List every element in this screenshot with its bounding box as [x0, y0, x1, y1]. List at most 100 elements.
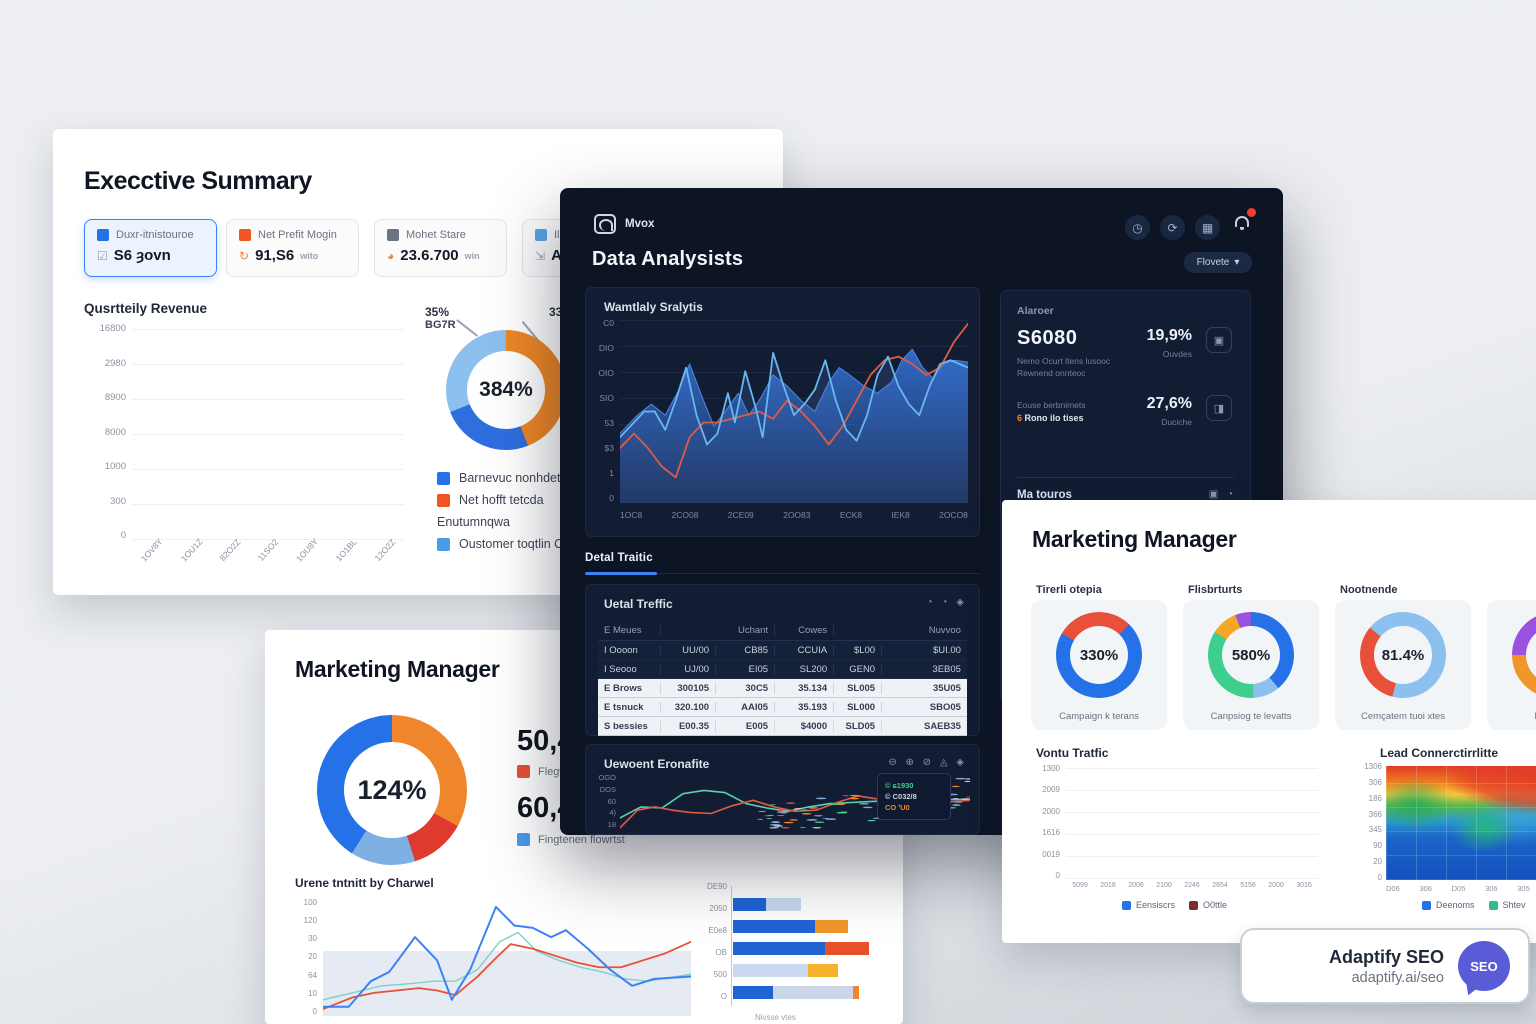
axis-label: DE90 [706, 882, 727, 891]
axis-label: 0 [609, 493, 614, 503]
heatmap-legend: Deenoms Shtev [1422, 900, 1526, 910]
legend-item: O0ttle [1189, 900, 1227, 910]
donut-value: 580% [1222, 626, 1280, 684]
pie-icon: ◕ [387, 248, 395, 263]
axis-label: 4) [609, 808, 616, 818]
marketing-manager-panel-right: Marketing Manager Tirerli otepia 330% Camp… [1002, 500, 1536, 943]
axis-label: 1OC8 [620, 510, 643, 520]
notification-dot [1245, 206, 1258, 219]
axis-label: 2980 [104, 357, 126, 369]
traffic-table-row[interactable]: E tsnuck 320.100 AAI05 35.193 SL000 SBO05 [598, 698, 967, 717]
revenue-x-axis: 1OV8Y 1OU1Z 82O2Z 11SO2 1OU8Y 1O1BL 12O2Z [132, 536, 404, 563]
axis-label: 2654 [1212, 882, 1228, 889]
legend-swatch [517, 765, 530, 778]
mini-chart-y-axis: OGO DOS 60 4) 18 [592, 773, 616, 829]
axis-label: 5099 [1072, 882, 1088, 889]
stats-pct1: 19,9% [1146, 327, 1192, 344]
kpi-card-profit[interactable]: Net Prefit Mogin ↻ 91,S6 wito [226, 219, 359, 277]
donut-chart: ≋ [1512, 612, 1536, 698]
donut-card[interactable]: 81.4% Cemçatem tuoi xtes [1335, 600, 1471, 730]
legend-item: © C032/8 [885, 792, 917, 801]
mini-toolbar-icons[interactable]: ⊖ ⊕ ⊘ ◬ ◈ [888, 757, 967, 768]
stat-icon[interactable]: ◨ [1206, 395, 1232, 421]
hbar-row [733, 986, 859, 999]
axis-label: 0 [1377, 872, 1382, 882]
stat-icon[interactable]: ▣ [1206, 327, 1232, 353]
visit-traffic-title: Vontu Tratfic [1036, 746, 1109, 760]
notifications-bell-icon[interactable] [1232, 206, 1258, 234]
sources-title: Ma touros [1017, 489, 1072, 501]
sync-icon[interactable]: ⟳ [1160, 215, 1185, 240]
donut-chart: 580% [1208, 612, 1294, 698]
mini-chart-title: Uewoent Eronafite [604, 757, 710, 771]
axis-label: 16800 [99, 323, 126, 334]
dashboard-title: Data Analysists [592, 248, 744, 270]
axis-label: 2100 [1156, 882, 1172, 889]
axis-label: 500 [713, 970, 727, 979]
traffic-table-row[interactable]: E Brows 300105 30C5 35.134 SL005 35U05 [598, 679, 967, 698]
legend-item: Oustomer toqtlin Cast [437, 537, 767, 551]
visit-traffic-legend: Eensiscrs O0ttle [1122, 900, 1227, 910]
axis-label: 20 [1373, 857, 1382, 867]
grid-icon[interactable]: ▦ [1195, 215, 1220, 240]
axis-label: 2246 [1184, 882, 1200, 889]
donut-chart: 81.4% [1360, 612, 1446, 698]
sources-icons[interactable]: ▣ ◔ [1208, 489, 1236, 500]
axis-label: O [720, 992, 727, 1001]
axis-label: 306 [1419, 884, 1432, 893]
donut-card[interactable]: 580% Canpsiog te levatts [1183, 600, 1319, 730]
traffic-table-row[interactable]: S bessies E00.35 E005 $4000 SLD05 SAEB35 [598, 717, 967, 736]
axis-label: 305 [1517, 884, 1530, 893]
heatmap-x-axis: D06306D05306305306 [1386, 884, 1536, 893]
axis-label: 1 [609, 468, 614, 478]
donut-value: ≋ [1526, 626, 1536, 684]
axis-label: 0 [120, 530, 126, 541]
donut-value: 81.4% [1374, 626, 1432, 684]
kpi-card-revenue[interactable]: Duxr-itnistouroe ☑ S6 ȝovn [84, 219, 217, 277]
legend-item: Enutumnqwa [437, 515, 510, 529]
axis-label: DIO [598, 343, 614, 353]
axis-label: OB [715, 948, 727, 957]
exec-donut-legend: Barnevuc nonhdethyGeNet hofft tetcdaEnut… [437, 471, 767, 559]
refresh-icon: ↻ [239, 248, 250, 263]
monthly-analytics-panel: Wamtlaly Sralytis C0 DIO OIO SIO 53 $3 1 0 1OC8… [585, 287, 980, 537]
traffic-toolbar-icons[interactable]: ◔ ◔ ◈ [926, 597, 967, 608]
donut-caption: Canpsiog te levatts [1210, 711, 1292, 722]
flag-icon [97, 229, 109, 241]
adaptify-badge-card[interactable]: Adaptify SEO adaptify.ai/seo SEO [1240, 928, 1530, 1004]
axis-label: 1300 [1042, 764, 1060, 773]
campaign-donut-chart: 124% [317, 715, 467, 865]
lead-heatmap [1386, 766, 1536, 880]
traffic-table-header: E Meues Uchant Cowes Nuvvoo [598, 621, 967, 641]
kpi-card-market-share[interactable]: Mohet Stare ◕ 23.6.700 win [374, 219, 507, 277]
filter-dropdown[interactable]: Flovete ▾ [1184, 252, 1252, 273]
donut-caption: Monp tew [1487, 711, 1536, 722]
axis-label: 5156 [1240, 882, 1256, 889]
traffic-table-row[interactable]: I Oooon UU/00 CB85 CCUIA $L00 $UI.00 [598, 641, 967, 660]
axis-label: 2OCO8 [939, 510, 968, 520]
callout-line [456, 319, 478, 337]
square-icon [535, 229, 547, 241]
detail-traffic-panel: Uetal Treffic ◔ ◔ ◈ E Meues Uchant Cowes Nu… [585, 584, 980, 736]
legend-swatch [517, 833, 530, 846]
legend-item: Eensiscrs [1122, 900, 1175, 910]
axis-label: IEK8 [891, 510, 910, 520]
axis-label: 0019 [1042, 849, 1060, 859]
stats-title: Alaroer [1017, 305, 1054, 317]
axis-label: 18 [607, 820, 616, 829]
donut-callout-left: 35% BG7R [425, 305, 456, 331]
mktl-donut-value: 124% [357, 774, 427, 805]
axis-label: D06 [1386, 884, 1400, 893]
tab-detail-traffic[interactable]: Detal Traitic [585, 552, 653, 564]
axis-label: 2050 [709, 904, 727, 913]
donut-caption: Campaign k terans [1059, 711, 1139, 722]
donut-card[interactable]: ≋ Monp tew [1487, 600, 1536, 730]
donut-card[interactable]: 330% Campaign k terans [1031, 600, 1167, 730]
check-icon: ☑ [97, 248, 108, 263]
hbar-row [733, 920, 848, 933]
adaptify-url[interactable]: adaptify.ai/seo [1351, 969, 1444, 986]
clock-icon[interactable]: ◷ [1125, 215, 1150, 240]
legend-item: Deenoms [1422, 900, 1475, 910]
axis-label: 186 [1368, 793, 1382, 803]
traffic-table-row[interactable]: I Seooo UJ/00 EI05 SL200 GEN0 3EB05 [598, 660, 967, 679]
